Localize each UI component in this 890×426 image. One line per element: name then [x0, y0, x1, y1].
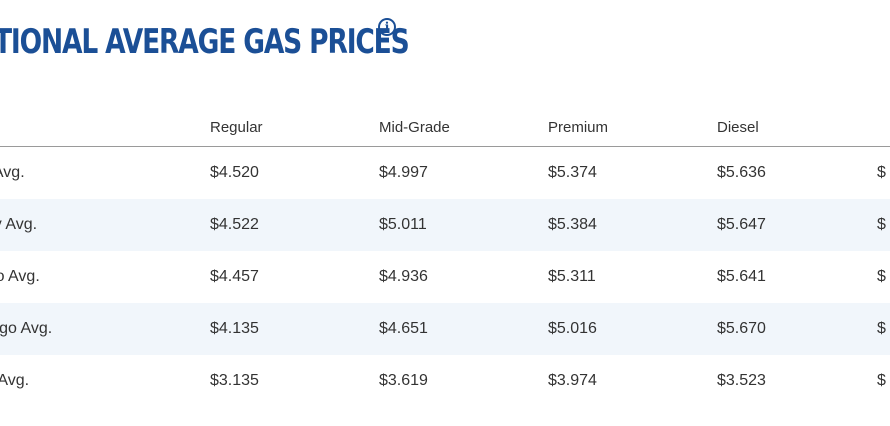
table-header-row: Regular Mid-Grade Premium Diesel: [0, 108, 890, 147]
price-premium: $3.974: [548, 372, 597, 389]
price-premium: $5.311: [548, 268, 596, 285]
price-regular: $3.135: [210, 372, 259, 389]
price-premium: $5.374: [548, 164, 597, 181]
price-diesel: $5.647: [717, 199, 877, 251]
price-premium: $5.016: [548, 303, 717, 355]
column-header-premium: Premium: [548, 108, 717, 147]
column-header-diesel: Diesel: [717, 108, 877, 147]
price-diesel: $5.670: [717, 303, 877, 355]
price-mid-grade: $5.011: [379, 199, 548, 251]
column-header-regular: Regular: [210, 108, 379, 147]
price-e85: $: [877, 199, 890, 251]
table-row: nt Avg. $4.520 $4.997 $5.374 $5.636 $: [0, 147, 890, 200]
column-header-label: [0, 108, 210, 147]
table-row: day Avg. $4.522 $5.011 $5.384 $5.647 $: [0, 199, 890, 251]
column-header-e85: [877, 108, 890, 147]
row-label: go Avg.: [0, 372, 30, 389]
table-row: n Ago Avg. $4.135 $4.651 $5.016 $5.670 $: [0, 303, 890, 355]
row-label: Ago Avg.: [0, 268, 40, 285]
price-e85: $: [877, 164, 886, 181]
price-e85: $: [877, 372, 886, 389]
price-regular: $4.522: [210, 199, 379, 251]
price-mid-grade: $3.619: [379, 372, 428, 389]
row-label: n Ago Avg.: [0, 303, 210, 355]
info-icon[interactable]: i: [378, 18, 396, 36]
price-regular: $4.135: [210, 303, 379, 355]
price-regular: $4.520: [210, 164, 259, 181]
price-mid-grade: $4.936: [379, 268, 428, 285]
price-e85: $: [877, 268, 886, 285]
gas-prices-table: Regular Mid-Grade Premium Diesel nt Avg.…: [0, 108, 890, 407]
row-label: nt Avg.: [0, 164, 25, 181]
page-title: TIONAL AVERAGE GAS PRICES: [0, 22, 410, 62]
price-regular: $4.457: [210, 268, 259, 285]
price-mid-grade: $4.997: [379, 164, 428, 181]
title-row: TIONAL AVERAGE GAS PRICES i: [0, 18, 526, 66]
row-label: day Avg.: [0, 199, 210, 251]
table-row: Ago Avg. $4.457 $4.936 $5.311 $5.641 $: [0, 251, 890, 303]
price-e85: $: [877, 303, 890, 355]
price-premium: $5.384: [548, 199, 717, 251]
table-row: go Avg. $3.135 $3.619 $3.974 $3.523 $: [0, 355, 890, 407]
price-mid-grade: $4.651: [379, 303, 548, 355]
price-diesel: $5.636: [717, 164, 766, 181]
price-diesel: $3.523: [717, 372, 766, 389]
price-diesel: $5.641: [717, 268, 766, 285]
column-header-mid-grade: Mid-Grade: [379, 108, 548, 147]
